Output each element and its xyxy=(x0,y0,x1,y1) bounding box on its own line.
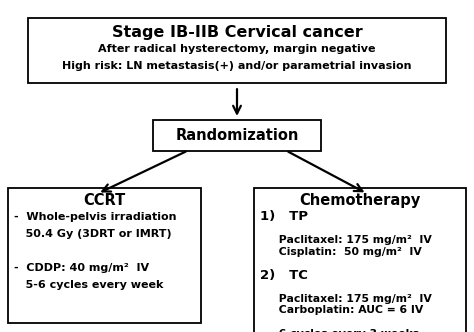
Text: Stage IB-IIB Cervical cancer: Stage IB-IIB Cervical cancer xyxy=(111,25,363,40)
Text: High risk: LN metastasis(+) and/or parametrial invasion: High risk: LN metastasis(+) and/or param… xyxy=(62,61,412,71)
Text: Chemotherapy: Chemotherapy xyxy=(300,193,421,208)
Text: -  CDDP: 40 mg/m²  IV: - CDDP: 40 mg/m² IV xyxy=(14,263,149,273)
Text: 2)   TC: 2) TC xyxy=(260,269,308,282)
Bar xyxy=(28,18,446,83)
Bar xyxy=(255,188,466,332)
Text: CCRT: CCRT xyxy=(83,194,126,208)
Text: -  Whole-pelvis irradiation: - Whole-pelvis irradiation xyxy=(14,212,176,222)
Bar xyxy=(154,120,320,150)
Text: Randomization: Randomization xyxy=(175,127,299,142)
Text: Cisplatin:  50 mg/m²  IV: Cisplatin: 50 mg/m² IV xyxy=(260,247,422,257)
Text: 5-6 cycles every week: 5-6 cycles every week xyxy=(14,280,163,290)
Text: After radical hysterectomy, margin negative: After radical hysterectomy, margin negat… xyxy=(98,44,376,54)
Text: Carboplatin: AUC = 6 IV: Carboplatin: AUC = 6 IV xyxy=(260,305,423,315)
Bar xyxy=(8,188,201,323)
Text: 6 cycles every 3 weeks: 6 cycles every 3 weeks xyxy=(260,329,419,332)
Text: 50.4 Gy (3DRT or IMRT): 50.4 Gy (3DRT or IMRT) xyxy=(14,229,172,239)
Text: Paclitaxel: 175 mg/m²  IV: Paclitaxel: 175 mg/m² IV xyxy=(260,293,432,303)
Text: Paclitaxel: 175 mg/m²  IV: Paclitaxel: 175 mg/m² IV xyxy=(260,235,432,245)
Text: 1)   TP: 1) TP xyxy=(260,210,308,223)
